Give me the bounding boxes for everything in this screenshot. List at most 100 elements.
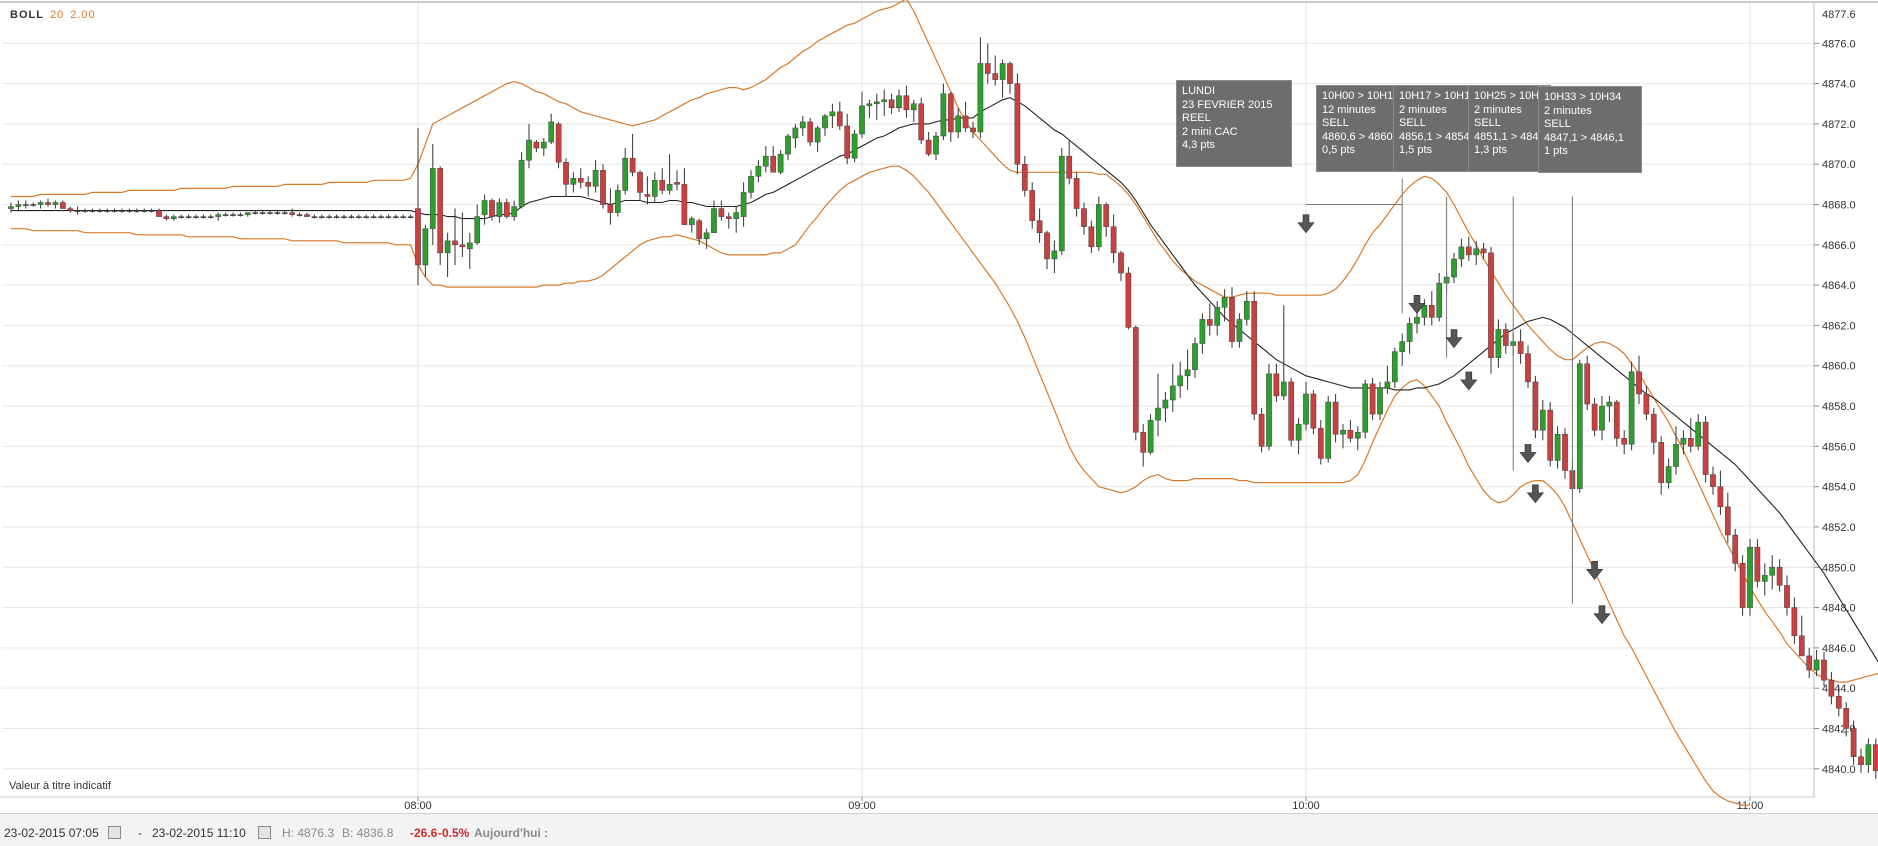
candle-body xyxy=(933,135,939,155)
candle-body xyxy=(888,99,895,109)
candle-body xyxy=(622,157,629,191)
candle-body xyxy=(193,216,199,218)
candle-body xyxy=(859,105,865,135)
sell-arrow-icon xyxy=(1408,295,1426,314)
candle-body xyxy=(1258,413,1265,447)
candle-body xyxy=(230,214,236,216)
candle-body xyxy=(355,216,362,218)
candle-body xyxy=(496,202,503,217)
tooltip-line: 2 minutes xyxy=(1399,103,1447,116)
candle-body xyxy=(651,180,658,197)
tooltip-line: 0,5 pts xyxy=(1322,144,1356,156)
candle-body xyxy=(755,165,762,177)
candle-body xyxy=(1243,301,1250,320)
candle-body xyxy=(836,111,843,127)
candle-body xyxy=(37,202,44,205)
candle-body xyxy=(577,178,584,183)
candle-body xyxy=(1702,421,1709,475)
candle-body xyxy=(96,210,103,212)
date-separator: - xyxy=(138,826,142,840)
candle-body xyxy=(1066,155,1073,179)
calendar-icon[interactable] xyxy=(258,826,271,839)
y-tick-label: 4864.0 xyxy=(1822,280,1856,292)
candle-body xyxy=(748,176,754,193)
candle-body xyxy=(74,210,81,212)
candle-body xyxy=(955,115,962,133)
candle-body xyxy=(666,184,673,191)
candle-body xyxy=(474,216,481,244)
candle-body xyxy=(156,210,162,217)
candle-body xyxy=(1125,272,1132,328)
y-tick-label: 4856.0 xyxy=(1822,441,1856,453)
candle-body xyxy=(1665,466,1672,483)
candle-body xyxy=(1295,423,1302,441)
candle-body xyxy=(1843,708,1850,729)
tooltip-line: 2 minutes xyxy=(1544,104,1592,117)
candle-body xyxy=(1539,409,1546,431)
candle-body xyxy=(215,214,222,217)
candle-body xyxy=(1288,381,1295,441)
candle-body xyxy=(1821,659,1827,681)
candle-body xyxy=(540,141,547,149)
candle-body xyxy=(1532,381,1539,431)
tooltip-line: SELL xyxy=(1544,118,1571,130)
candle-body xyxy=(1488,252,1494,358)
tooltip-line: 4856,1 > 4854 xyxy=(1399,130,1470,143)
candle-body xyxy=(1310,393,1317,429)
calendar-icon[interactable] xyxy=(108,826,121,839)
candle-body xyxy=(1399,341,1406,352)
candle-body xyxy=(614,190,621,213)
candle-body xyxy=(1717,486,1724,508)
candle-body xyxy=(851,133,858,159)
candle-body xyxy=(378,216,384,218)
sell-arrow-icon xyxy=(1460,371,1478,391)
candle-body xyxy=(970,127,976,133)
candle-body xyxy=(252,212,259,214)
candle-body xyxy=(984,63,991,74)
candle-body xyxy=(1177,375,1184,387)
candle-body xyxy=(822,115,828,129)
candle-body xyxy=(267,212,273,214)
date-from[interactable]: 23-02-2015 07:05 xyxy=(4,826,99,840)
high-value: H: 4876.3 xyxy=(282,826,335,840)
date-to[interactable]: 23-02-2015 11:10 xyxy=(152,826,246,840)
candle-body xyxy=(407,216,414,218)
candle-body xyxy=(1110,226,1117,254)
y-tick-label: 4858.0 xyxy=(1822,401,1856,413)
sell-arrow-icon xyxy=(1585,561,1604,580)
candle-body xyxy=(52,202,59,205)
candle-body xyxy=(1229,296,1235,342)
candle-body xyxy=(940,93,947,137)
tooltip-line: 10H00 > 10H12 xyxy=(1322,90,1400,102)
candle-body xyxy=(1621,438,1628,445)
candle-body xyxy=(318,216,325,218)
sell-arrow-icon xyxy=(1297,214,1315,234)
candle-body xyxy=(866,103,873,107)
y-tick-label: 4874.0 xyxy=(1822,79,1856,91)
candle-body xyxy=(711,208,717,233)
candle-body xyxy=(777,153,784,173)
candle-body xyxy=(1162,399,1169,409)
tooltip-line: 4,3 pts xyxy=(1182,139,1216,151)
candle-body xyxy=(881,99,888,102)
candle-body xyxy=(1251,301,1258,415)
candle-body xyxy=(133,210,140,212)
y-tick-label: 4850.0 xyxy=(1822,562,1856,574)
tooltip-line: 2 mini CAC xyxy=(1182,125,1238,138)
candle-body xyxy=(977,63,984,133)
candle-body xyxy=(1036,220,1043,233)
candle-body xyxy=(688,218,695,225)
candle-body xyxy=(1858,756,1864,766)
candle-body xyxy=(422,228,429,266)
footer-bar: 23-02-2015 07:05 - 23-02-2015 11:10 H: 4… xyxy=(0,813,1878,846)
candle-body xyxy=(629,157,636,173)
x-tick-label: 09:00 xyxy=(848,800,876,812)
candle-body xyxy=(762,155,769,167)
candle-body xyxy=(82,210,88,212)
candle-body xyxy=(185,216,192,218)
candle-body xyxy=(1058,155,1065,252)
candle-body xyxy=(1791,607,1798,637)
candle-body xyxy=(1554,434,1561,461)
candle-body xyxy=(718,208,725,217)
bollinger-indicator-label[interactable]: BOLL 20 2.00 xyxy=(10,9,96,21)
